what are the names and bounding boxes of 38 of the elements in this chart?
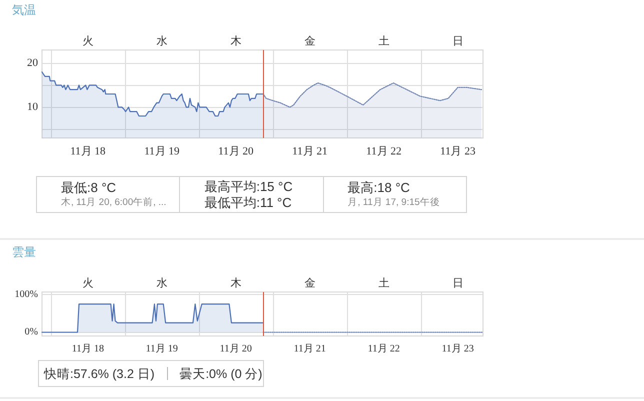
x-tick-label: 11月 19 — [144, 146, 180, 158]
text: 土 — [378, 276, 390, 290]
text: 火 — [82, 276, 94, 290]
x-tick-label: 11月 22 — [366, 146, 402, 158]
x-tick-label: 11月 21 — [294, 344, 326, 354]
text: 最低:8 °C — [61, 180, 118, 196]
text: 火 — [82, 34, 94, 48]
text: 最低平均:11 °C — [204, 194, 293, 210]
y-tick-label: 0% — [24, 326, 38, 338]
text: 土 — [378, 34, 390, 48]
text: 日 — [452, 36, 464, 48]
x-tick-label: 11月 23 — [442, 344, 474, 354]
text: 快晴:57.6% (3.2 日) — [44, 366, 155, 382]
chart-title: 雲量 — [12, 244, 36, 261]
x-tick-label: 11月 20 — [218, 146, 254, 158]
x-tick-label: 11月 21 — [292, 146, 328, 158]
text: 最高平均:15 °C — [204, 178, 294, 194]
x-tick-label: 11月 20 — [220, 344, 252, 354]
x-tick-label: 11月 18 — [72, 344, 104, 354]
text: 金 — [304, 278, 316, 290]
text: 月, 11月 17, 9:15午後 — [348, 196, 441, 210]
x-tick-label: 11月 22 — [368, 344, 400, 354]
y-tick-label: 20 — [27, 57, 38, 70]
text: 水 — [156, 276, 168, 290]
text: 木, 11月 20, 6:00午前, ... — [61, 196, 168, 210]
text: 曇天:0% (0 分) — [180, 366, 262, 382]
text: 日 — [452, 278, 464, 290]
text: 木 — [230, 276, 242, 290]
x-tick-label: 11月 18 — [70, 146, 106, 158]
y-tick-label: 10 — [27, 101, 38, 114]
chart-title: 気温 — [12, 2, 36, 19]
text: 最高:18 °C — [348, 180, 411, 196]
x-tick-label: 11月 23 — [440, 146, 476, 158]
text: 水 — [156, 34, 168, 48]
text: 木 — [230, 34, 242, 48]
y-tick-label: 100% — [14, 289, 38, 300]
text: 金 — [304, 36, 316, 48]
x-tick-label: 11月 19 — [146, 344, 178, 354]
